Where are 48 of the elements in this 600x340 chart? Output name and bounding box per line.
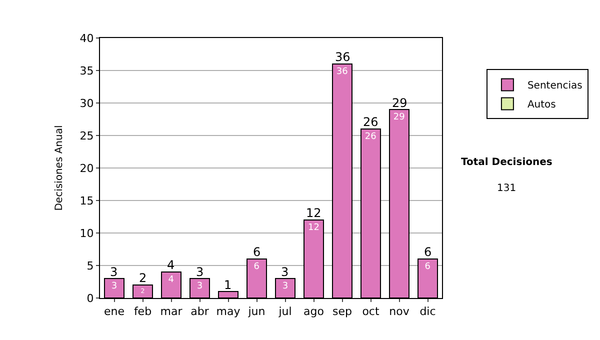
x-tick-label: jun bbox=[247, 305, 266, 318]
y-tick-label: 25 bbox=[80, 129, 94, 142]
y-tick-label: 35 bbox=[80, 64, 94, 78]
total-label: 12 bbox=[306, 206, 322, 220]
text: Total Decisiones bbox=[461, 157, 552, 168]
total-label: 6 bbox=[253, 245, 261, 259]
legend-label: Sentencias bbox=[527, 80, 582, 92]
x-tick-label: ene bbox=[104, 305, 125, 318]
total-label: 3 bbox=[110, 265, 118, 279]
y-tick-label: 20 bbox=[80, 162, 94, 175]
y-tick-label: 0 bbox=[86, 292, 94, 305]
data-label: 4 bbox=[168, 275, 174, 285]
y-tick-label: 30 bbox=[80, 96, 94, 110]
data-label: 36 bbox=[336, 67, 348, 77]
y-tick-label: 10 bbox=[80, 226, 94, 240]
x-tick-label: mar bbox=[160, 305, 183, 318]
total-label: 2 bbox=[139, 271, 147, 285]
legend-label: Autos bbox=[527, 100, 556, 111]
text: 131 bbox=[497, 183, 516, 194]
x-tick-label: oct bbox=[362, 305, 380, 318]
x-tick-label: dic bbox=[420, 305, 436, 318]
total-label: 6 bbox=[424, 245, 432, 259]
total-label: 26 bbox=[363, 115, 378, 129]
data-label: 6 bbox=[254, 262, 260, 272]
y-tick-label: 40 bbox=[80, 32, 94, 45]
total-label: 3 bbox=[196, 265, 204, 279]
total-label: 1 bbox=[224, 278, 232, 292]
x-tick-label: abr bbox=[190, 305, 210, 318]
x-tick-label: nov bbox=[389, 305, 410, 318]
data-label: 26 bbox=[364, 132, 377, 142]
data-label: 3 bbox=[111, 282, 118, 292]
total-label: 3 bbox=[281, 265, 289, 279]
x-tick-label: jul bbox=[278, 305, 292, 318]
y-axis-title: Decisiones Anual bbox=[54, 125, 65, 211]
y-tick-label: 15 bbox=[80, 194, 94, 208]
total-label: 36 bbox=[335, 50, 350, 64]
x-tick-label: feb bbox=[134, 305, 152, 318]
data-label: 12 bbox=[308, 223, 320, 233]
data-label: 3 bbox=[282, 282, 288, 292]
x-tick-label: sep bbox=[332, 305, 352, 318]
x-tick-label: may bbox=[216, 305, 241, 318]
data-label: 29 bbox=[393, 112, 406, 122]
x-tick-label: ago bbox=[304, 305, 324, 318]
data-label: 6 bbox=[424, 262, 431, 272]
y-tick-label: 5 bbox=[86, 259, 94, 272]
data-label: 3 bbox=[196, 282, 203, 292]
total-label: 4 bbox=[167, 258, 175, 272]
total-label: 29 bbox=[392, 96, 408, 110]
